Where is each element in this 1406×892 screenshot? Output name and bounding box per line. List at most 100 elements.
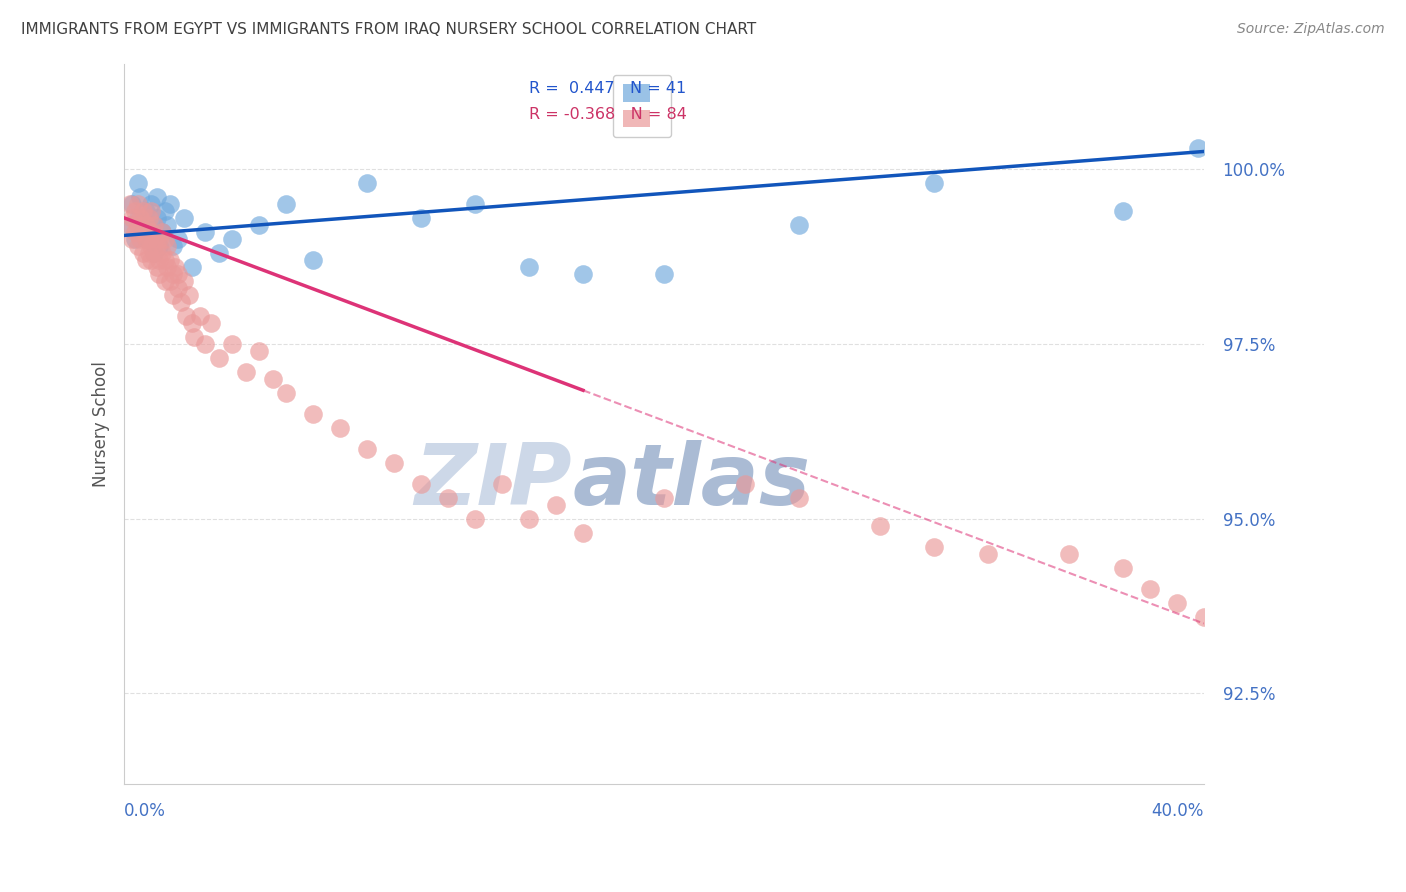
Point bbox=[159, 197, 181, 211]
Point bbox=[1187, 141, 1209, 155]
Point bbox=[153, 232, 176, 246]
Point bbox=[145, 239, 167, 253]
Point bbox=[162, 267, 184, 281]
Point bbox=[118, 218, 141, 232]
Point bbox=[464, 197, 486, 211]
Point bbox=[1192, 609, 1215, 624]
Point bbox=[141, 225, 163, 239]
Point bbox=[135, 218, 157, 232]
Legend: , : , bbox=[613, 75, 672, 136]
Point bbox=[1057, 547, 1080, 561]
Point bbox=[142, 218, 165, 232]
Point bbox=[145, 211, 167, 225]
Point bbox=[170, 294, 193, 309]
Point bbox=[177, 288, 200, 302]
Point bbox=[127, 218, 149, 232]
Point bbox=[276, 197, 298, 211]
Point bbox=[464, 511, 486, 525]
Point bbox=[121, 197, 143, 211]
Point bbox=[127, 211, 149, 225]
Point bbox=[124, 203, 146, 218]
Point bbox=[437, 491, 460, 505]
Point bbox=[138, 211, 160, 225]
Point bbox=[183, 330, 205, 344]
Point bbox=[208, 245, 231, 260]
Point bbox=[141, 203, 163, 218]
Point bbox=[142, 232, 165, 246]
Point bbox=[124, 232, 146, 246]
Point bbox=[1139, 582, 1161, 596]
Point bbox=[1166, 595, 1188, 609]
Point bbox=[132, 245, 155, 260]
Point bbox=[150, 225, 173, 239]
Point bbox=[167, 267, 190, 281]
Point bbox=[135, 232, 157, 246]
Point bbox=[1206, 616, 1229, 631]
Text: IMMIGRANTS FROM EGYPT VS IMMIGRANTS FROM IRAQ NURSERY SCHOOL CORRELATION CHART: IMMIGRANTS FROM EGYPT VS IMMIGRANTS FROM… bbox=[21, 22, 756, 37]
Point bbox=[138, 245, 160, 260]
Point bbox=[1112, 203, 1135, 218]
Point bbox=[787, 491, 810, 505]
Point bbox=[869, 518, 891, 533]
Point bbox=[922, 176, 945, 190]
Point bbox=[173, 211, 195, 225]
Point bbox=[329, 420, 352, 434]
Point bbox=[159, 252, 181, 267]
Point bbox=[302, 252, 325, 267]
Point bbox=[411, 476, 433, 491]
Point bbox=[162, 239, 184, 253]
Point bbox=[173, 274, 195, 288]
Point bbox=[977, 547, 1000, 561]
Point bbox=[142, 245, 165, 260]
Point bbox=[517, 260, 540, 274]
Point bbox=[159, 274, 181, 288]
Point bbox=[194, 225, 217, 239]
Point bbox=[194, 336, 217, 351]
Point bbox=[517, 511, 540, 525]
Point bbox=[141, 239, 163, 253]
Point bbox=[142, 218, 165, 232]
Point bbox=[922, 540, 945, 554]
Text: atlas: atlas bbox=[572, 441, 810, 524]
Point bbox=[141, 252, 163, 267]
Point bbox=[156, 218, 179, 232]
Point bbox=[153, 203, 176, 218]
Point bbox=[138, 211, 160, 225]
Point bbox=[135, 252, 157, 267]
Point bbox=[162, 288, 184, 302]
Point bbox=[276, 385, 298, 400]
Point bbox=[411, 211, 433, 225]
Y-axis label: Nursery School: Nursery School bbox=[93, 361, 110, 487]
Point bbox=[208, 351, 231, 365]
Point bbox=[1112, 560, 1135, 574]
Point bbox=[382, 456, 405, 470]
Text: Source: ZipAtlas.com: Source: ZipAtlas.com bbox=[1237, 22, 1385, 37]
Point bbox=[167, 232, 190, 246]
Point bbox=[127, 197, 149, 211]
Point bbox=[247, 218, 270, 232]
Point bbox=[132, 203, 155, 218]
Point bbox=[118, 197, 141, 211]
Point bbox=[221, 232, 243, 246]
Point bbox=[221, 336, 243, 351]
Point bbox=[132, 225, 155, 239]
Point bbox=[138, 232, 160, 246]
Point bbox=[150, 225, 173, 239]
Point bbox=[165, 260, 187, 274]
Point bbox=[148, 252, 170, 267]
Point bbox=[129, 190, 152, 204]
Point bbox=[127, 176, 149, 190]
Point bbox=[135, 203, 157, 218]
Point bbox=[544, 498, 567, 512]
Point bbox=[356, 176, 378, 190]
Point bbox=[132, 225, 155, 239]
Point bbox=[129, 211, 152, 225]
Point bbox=[135, 232, 157, 246]
Point bbox=[302, 407, 325, 421]
Point bbox=[491, 476, 513, 491]
Point bbox=[356, 442, 378, 456]
Point bbox=[572, 267, 595, 281]
Point bbox=[124, 225, 146, 239]
Point bbox=[247, 343, 270, 358]
Point bbox=[118, 218, 141, 232]
